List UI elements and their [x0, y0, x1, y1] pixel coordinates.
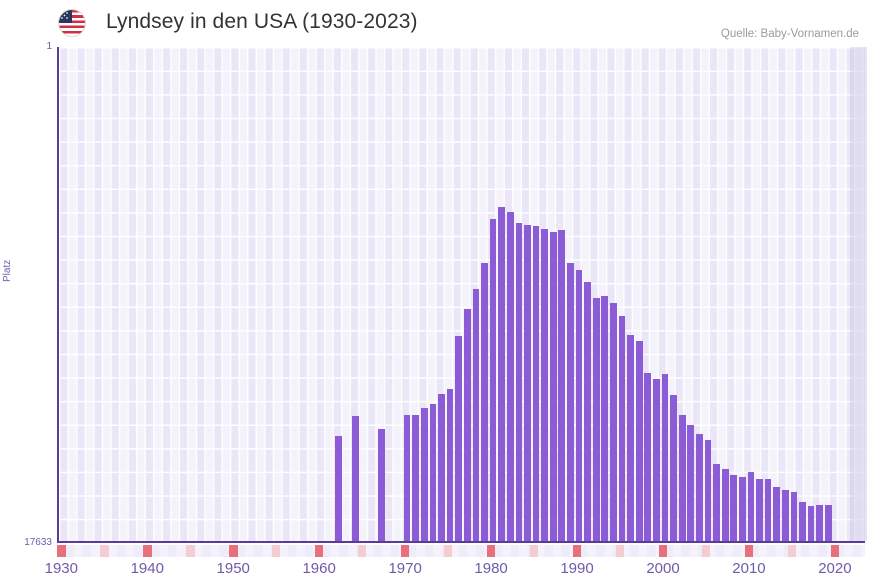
bar-1985[interactable] [532, 226, 540, 541]
x-axis-tick-1980: 1980 [474, 560, 508, 577]
bar-series[interactable] [59, 47, 865, 541]
bar-1978[interactable] [472, 289, 480, 541]
bar-2002[interactable] [678, 415, 686, 541]
x-axis-tick-1970: 1970 [388, 560, 422, 577]
x-axis-tick-2010: 2010 [732, 560, 766, 577]
bar-1994[interactable] [610, 303, 617, 541]
bar-1995[interactable] [618, 316, 626, 541]
bar-1975[interactable] [446, 389, 454, 541]
decade-mark-1950 [228, 545, 238, 557]
bar-2010[interactable] [747, 472, 755, 541]
bar-1990[interactable] [575, 270, 583, 541]
bar-1992[interactable] [592, 298, 600, 541]
bar-2009[interactable] [739, 477, 746, 541]
x-axis-tick-1940: 1940 [130, 560, 164, 577]
decade-mark-2020 [830, 545, 840, 557]
bar-2004[interactable] [696, 434, 703, 541]
bar-2016[interactable] [799, 502, 806, 541]
x-axis-tick-1990: 1990 [560, 560, 594, 577]
x-axis-tick-1930: 1930 [44, 560, 78, 577]
plot-area [57, 47, 867, 543]
bar-1962[interactable] [335, 436, 342, 541]
y-axis-tick-top: 1 [46, 41, 52, 52]
bar-1998[interactable] [644, 373, 652, 541]
flag-canton [59, 10, 72, 23]
bar-2005[interactable] [704, 440, 712, 541]
decade-mark-1945 [185, 545, 195, 557]
bar-1987[interactable] [549, 232, 557, 541]
decade-mark-1940 [142, 545, 152, 557]
page-title: Lyndsey in den USA (1930-2023) [106, 10, 418, 33]
bar-1964[interactable] [352, 416, 359, 541]
bar-2014[interactable] [781, 490, 789, 541]
bar-2003[interactable] [687, 425, 695, 541]
decade-mark-1935 [99, 545, 109, 557]
decade-mark-2010 [744, 545, 754, 557]
bar-2013[interactable] [773, 487, 781, 541]
bar-2011[interactable] [756, 479, 763, 541]
bar-1972[interactable] [420, 408, 428, 541]
bar-2015[interactable] [790, 492, 798, 541]
decade-mark-1990 [572, 545, 582, 557]
y-axis-title: Platz [2, 259, 13, 282]
decade-mark-1960 [314, 545, 324, 557]
bar-1997[interactable] [635, 341, 643, 541]
bar-2007[interactable] [721, 469, 729, 541]
bar-2017[interactable] [807, 506, 815, 541]
bar-1989[interactable] [567, 263, 574, 541]
bar-1991[interactable] [584, 282, 591, 541]
bar-2019[interactable] [824, 505, 832, 541]
x-axis-tick-1950: 1950 [216, 560, 250, 577]
bar-1973[interactable] [429, 404, 437, 541]
bar-1999[interactable] [653, 379, 660, 541]
bar-1981[interactable] [498, 207, 506, 541]
decade-mark-1965 [357, 545, 367, 557]
bar-1967[interactable] [377, 429, 385, 541]
x-axis-tick-2000: 2000 [646, 560, 680, 577]
chart-header: Lyndsey in den USA (1930-2023) Quelle: B… [0, 0, 873, 47]
decade-mark-1995 [615, 545, 625, 557]
usa-flag-icon [58, 9, 86, 37]
bar-1979[interactable] [481, 263, 488, 541]
bar-2012[interactable] [764, 479, 772, 541]
bar-1983[interactable] [515, 223, 523, 541]
decade-mark-1975 [443, 545, 453, 557]
decade-mark-2000 [658, 545, 668, 557]
decade-mark-1955 [271, 545, 281, 557]
x-axis-tick-2020: 2020 [818, 560, 852, 577]
bar-2018[interactable] [816, 505, 824, 541]
decade-mark-1930 [57, 545, 66, 557]
bar-1982[interactable] [506, 212, 514, 541]
decade-marker-strip [57, 545, 865, 557]
bar-1984[interactable] [524, 225, 531, 541]
decade-mark-1985 [529, 545, 539, 557]
decade-mark-2015 [787, 545, 797, 557]
decade-mark-1980 [486, 545, 496, 557]
bar-2000[interactable] [661, 374, 669, 541]
bar-2001[interactable] [670, 395, 677, 541]
bar-1971[interactable] [412, 415, 420, 541]
x-axis-tick-1960: 1960 [302, 560, 336, 577]
bar-1986[interactable] [541, 229, 548, 541]
bar-1996[interactable] [627, 335, 634, 541]
forecast-shaded-region [849, 47, 867, 541]
bar-1993[interactable] [601, 296, 609, 541]
bar-1977[interactable] [463, 309, 471, 541]
bar-2006[interactable] [713, 464, 720, 541]
bar-1980[interactable] [489, 219, 497, 541]
bar-1976[interactable] [455, 336, 463, 541]
bar-1988[interactable] [558, 230, 566, 541]
bar-1974[interactable] [438, 394, 445, 541]
source-label: Quelle: Baby-Vornamen.de [720, 28, 859, 40]
decade-mark-1970 [400, 545, 410, 557]
decade-mark-2005 [701, 545, 711, 557]
bar-2008[interactable] [730, 475, 738, 541]
y-axis-tick-bottom: 17633 [24, 537, 52, 548]
bar-1970[interactable] [403, 415, 411, 541]
